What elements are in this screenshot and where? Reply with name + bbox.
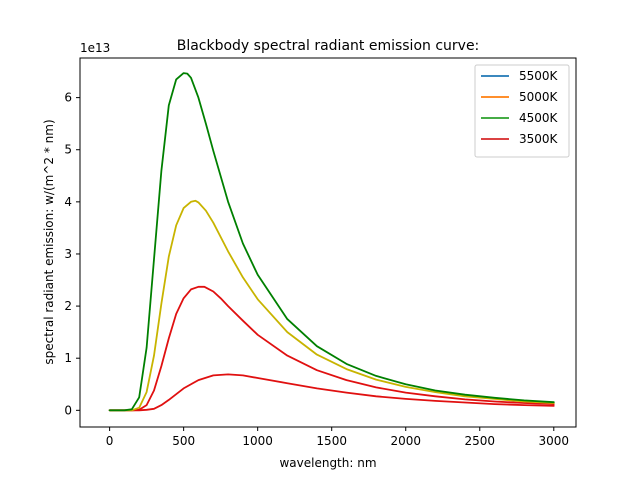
curve-line-1 [108, 72, 555, 412]
curve-line-2 [108, 199, 555, 412]
y-tick-label: 6 [64, 91, 72, 105]
plot-frame [79, 57, 577, 428]
x-tick-label: 2500 [464, 434, 495, 448]
x-tick-label: 2000 [390, 434, 421, 448]
y-tick-label: 1 [64, 351, 72, 365]
legend-label: 5000K [519, 90, 559, 104]
x-tick-label: 1000 [242, 434, 273, 448]
x-tick-label: 1500 [316, 434, 347, 448]
y-tick-label: 0 [64, 403, 72, 417]
legend-label: 3500K [519, 132, 559, 146]
y-tick-label: 5 [64, 143, 72, 157]
legend-box [474, 64, 570, 158]
y-tick-label: 3 [64, 247, 72, 261]
x-axis-ticks: 0 500 1000 1500 2000 2500 3000 [106, 427, 569, 448]
curve-line-3 [108, 285, 555, 412]
x-tick-label: 500 [172, 434, 195, 448]
y-axis-ticks: 0 1 2 3 4 5 6 [64, 91, 80, 417]
y-axis-offset-label: 1e13 [80, 41, 110, 55]
chart-title: Blackbody spectral radiant emission curv… [177, 38, 480, 54]
curve-line-4 [108, 373, 555, 412]
x-tick-label: 0 [106, 434, 114, 448]
plot-curves [108, 72, 555, 412]
x-tick-label: 3000 [539, 434, 570, 448]
x-axis-label: wavelength: nm [279, 456, 376, 470]
y-tick-label: 4 [64, 195, 72, 209]
legend: 5500K 5000K 4500K 3500K [474, 64, 570, 158]
y-axis-label: spectral radiant emission: w/(m^2 * nm) [42, 119, 56, 364]
legend-label: 4500K [519, 111, 559, 125]
y-tick-label: 2 [64, 299, 72, 313]
legend-label: 5500K [519, 69, 559, 83]
